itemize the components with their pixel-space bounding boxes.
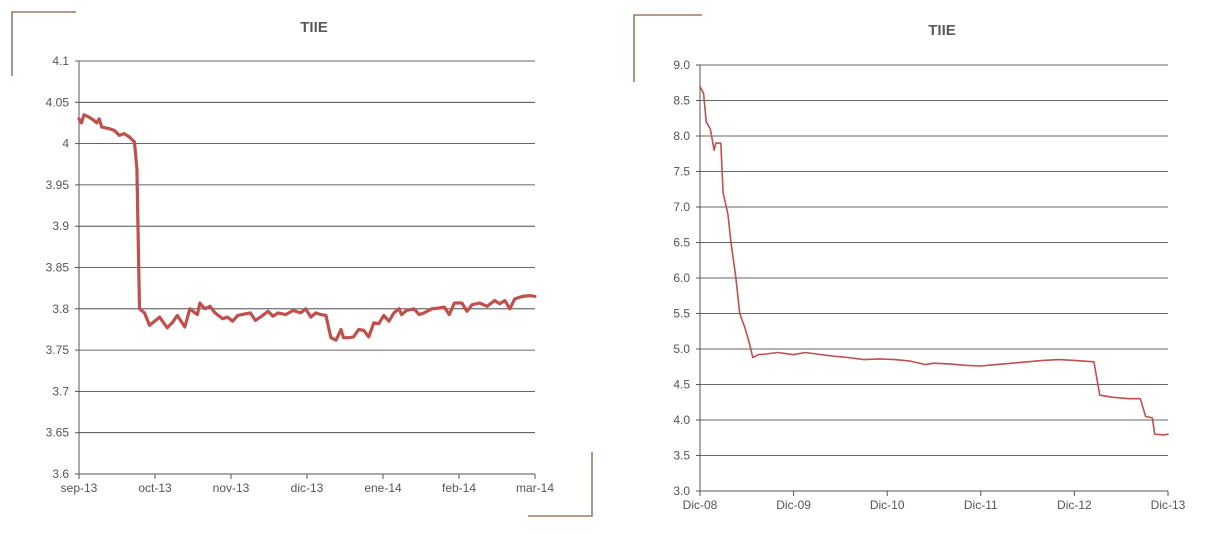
y-tick-label: 4.5 <box>673 378 690 392</box>
x-tick-label: Dic-10 <box>870 498 905 512</box>
x-tick-label: feb-14 <box>442 481 476 495</box>
y-tick-label: 7.5 <box>673 165 690 179</box>
chart-title: TIIE <box>928 22 956 39</box>
chart-right-svg: TIIE 3.0 3.5 4.0 4.5 5.0 5.5 6.0 6.5 7.0 7.5 8.0 8.5… <box>620 0 1218 529</box>
y-tick-label: 4.1 <box>52 54 69 68</box>
y-tick-label: 3.9 <box>52 219 69 233</box>
x-tick-label: dic-13 <box>291 481 324 495</box>
x-tick-label: Dic-08 <box>683 498 718 512</box>
y-tick-label: 3.7 <box>52 384 69 398</box>
chart-right-tiie-dic08-dic13: TIIE 3.0 3.5 4.0 4.5 5.0 5.5 6.0 6.5 7.0 7.5 8.0 8.5… <box>620 0 1218 529</box>
x-tick-label: Dic-12 <box>1057 498 1092 512</box>
y-tick-label: 6.0 <box>673 271 690 285</box>
y-tick-label: 3.6 <box>52 467 69 481</box>
x-tick-label: oct-13 <box>138 481 172 495</box>
y-tick-label: 5.5 <box>673 307 690 321</box>
y-tick-label: 3.65 <box>46 426 70 440</box>
y-tick-label: 8.5 <box>673 94 690 108</box>
y-tick-label: 4.05 <box>46 95 70 109</box>
y-tick-label: 8.0 <box>673 129 690 143</box>
y-tick-label: 5.0 <box>673 342 690 356</box>
x-tick-label: Dic-13 <box>1151 498 1186 512</box>
x-tick-label: mar-14 <box>516 481 554 495</box>
y-tick-label: 6.5 <box>673 236 690 250</box>
chart-title: TIIE <box>300 19 328 36</box>
series-line <box>79 115 535 341</box>
chart-left-svg: TIIE 3.6 3.65 3.7 3.75 3.8 3.85 3.9 3.95 4 4.05 4.1… <box>0 0 600 529</box>
y-tick-label: 3.85 <box>46 261 70 275</box>
y-tick-label: 3.5 <box>673 449 690 463</box>
y-tick-label: 3.95 <box>46 178 70 192</box>
y-tick-label: 9.0 <box>673 58 690 72</box>
y-tick-label: 3.0 <box>673 484 690 498</box>
y-tick-label: 3.8 <box>52 302 69 316</box>
x-tick-label: sep-13 <box>61 481 98 495</box>
chart-left-tiie-sep13-mar14: TIIE 3.6 3.65 3.7 3.75 3.8 3.85 3.9 3.95 4 4.05 4.1… <box>0 0 600 529</box>
y-tick-label: 4 <box>62 137 69 151</box>
series-line <box>700 86 1168 435</box>
x-tick-label: Dic-09 <box>776 498 811 512</box>
x-tick-label: ene-14 <box>364 481 402 495</box>
x-tick-label: Dic-11 <box>964 498 998 512</box>
y-tick-label: 3.75 <box>46 343 70 357</box>
y-tick-label: 4.0 <box>673 413 690 427</box>
x-tick-label: nov-13 <box>213 481 250 495</box>
corner-mark <box>634 15 702 82</box>
y-tick-label: 7.0 <box>673 200 690 214</box>
